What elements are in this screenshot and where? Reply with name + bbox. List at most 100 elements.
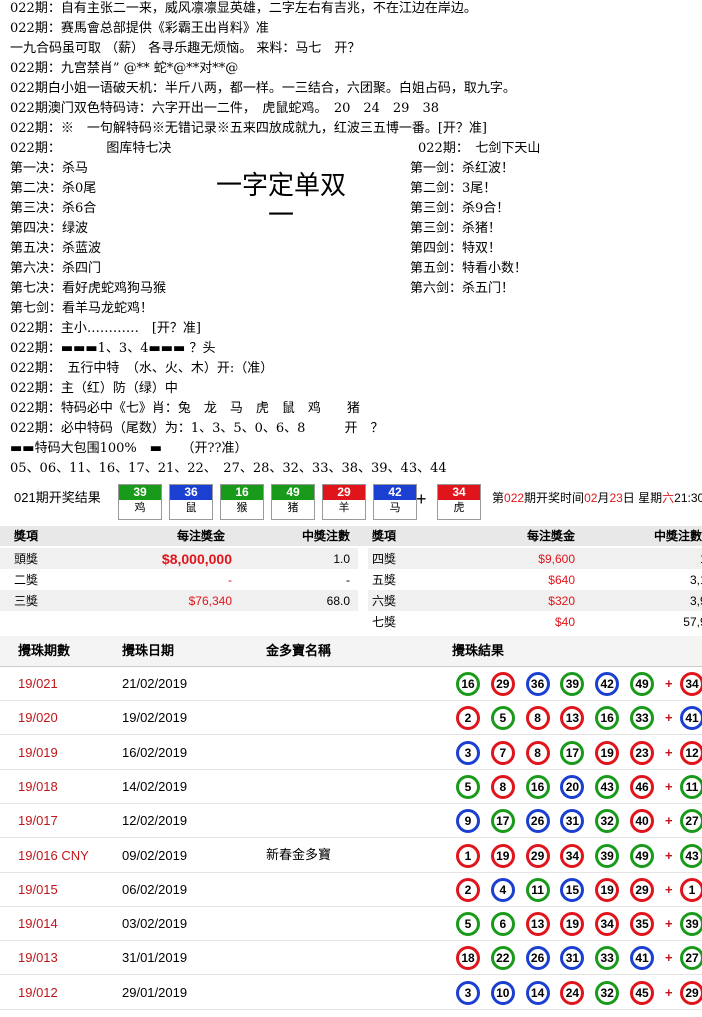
left-item: 第三决：杀6合 xyxy=(10,201,97,216)
draw-no: 19/014 xyxy=(18,916,58,932)
results-header: 攪珠日期 xyxy=(122,643,175,658)
draw-no: 19/017 xyxy=(18,813,58,829)
ball: 11 xyxy=(525,877,550,902)
header-line: 一九合码虽可取 （薪） 各寻乐趣无烦恼。 来料：马七 开？ xyxy=(10,41,361,56)
ball: 19 xyxy=(595,740,620,765)
draw-no: 19/020 xyxy=(18,710,58,726)
ball: 36 xyxy=(525,672,550,696)
draw-date: 31/01/2019 xyxy=(122,950,188,966)
left-item: 第二决：杀0尾 xyxy=(10,181,97,196)
plus: + xyxy=(665,676,673,691)
ball: 29 xyxy=(490,672,515,696)
ball-box: 49 猪 xyxy=(271,484,315,520)
ball: 34 xyxy=(595,912,620,937)
left-item: 第七剑：看羊马龙蛇鸡！ xyxy=(10,301,154,316)
row-line xyxy=(0,871,702,873)
right-item: 第一剑：杀红波！ xyxy=(410,161,515,176)
prize-name: 四獎 xyxy=(372,552,397,566)
ball-number: 29 xyxy=(323,485,365,500)
ball: 46 xyxy=(630,774,654,799)
ball: 31 xyxy=(560,809,585,834)
ball: 29 xyxy=(680,980,702,1005)
ball-number: 16 xyxy=(221,485,263,500)
next-draw: 第022期开奖时间02月23日 星期六21:30 xyxy=(492,489,702,507)
left-title: 022期： 图库特七决 xyxy=(10,141,172,156)
lower-line: ▬▬特码大包围100% ▬ （开??准） xyxy=(10,441,248,456)
prize-amount: $40 xyxy=(554,615,575,629)
ball: 13 xyxy=(525,912,550,937)
ball: 5 xyxy=(490,706,515,731)
ball: 32 xyxy=(595,809,620,834)
prize-name: 頭獎 xyxy=(14,552,39,566)
prize-header: 每注獎金 xyxy=(526,529,575,543)
draw-date: 12/02/2019 xyxy=(122,813,188,829)
winners: 57,968.3 xyxy=(683,615,702,629)
ball: 19 xyxy=(490,843,515,868)
ball: 18 xyxy=(456,946,480,971)
draw-date: 14/02/2019 xyxy=(122,778,188,794)
ball: 15 xyxy=(560,877,585,902)
row-line xyxy=(0,837,702,839)
lower-line: 022期： 五行中特 （水、火、木）开:（准） xyxy=(10,361,274,376)
ball-number: 49 xyxy=(272,485,314,500)
plus: + xyxy=(416,489,427,509)
row-line xyxy=(0,1008,702,1010)
winners: 133.0 xyxy=(700,550,702,568)
prize-amount: $640 xyxy=(548,573,575,587)
draw-label: 021期开奖结果 xyxy=(14,490,101,505)
right-title: 022期： 七剑下天山 xyxy=(418,141,541,156)
ball: 49 xyxy=(630,843,654,868)
row-line xyxy=(0,768,702,770)
ball: 26 xyxy=(525,809,550,834)
plus: + xyxy=(665,813,673,829)
ball-box: 16 猴 xyxy=(220,484,264,520)
ball-number: 36 xyxy=(170,485,212,500)
ball-box: 42 马 xyxy=(373,484,417,520)
header-line: 022期：自有主张二一来，威风凛凛显英雄，二字左右有吉兆，不在江边在岸边。 xyxy=(10,1,477,16)
ball: 32 xyxy=(595,980,620,1005)
left-item: 第一决：杀马 xyxy=(10,161,89,176)
row-bg xyxy=(0,548,702,569)
ball: 20 xyxy=(560,774,585,799)
center-title: 一字定单双 xyxy=(216,171,347,201)
ball: 9 xyxy=(456,809,480,834)
lower-line: 022期：▬▬▬1、3、4▬▬▬ ？头 xyxy=(10,341,216,356)
draw-no: 19/018 xyxy=(18,778,58,794)
ball: 5 xyxy=(456,912,480,937)
ball: 11 xyxy=(680,774,702,799)
draw-no: 19/013 xyxy=(18,950,58,966)
ball: 4 xyxy=(490,877,515,902)
draw-name: 新春金多寶 xyxy=(266,847,332,863)
ball: 43 xyxy=(595,774,620,799)
ball: 43 xyxy=(680,843,702,868)
row-line xyxy=(0,905,702,907)
lower-line: 022期：必中特码（尾数）为：1、3、5、0、6、8 开 ？ xyxy=(10,421,384,436)
plus: + xyxy=(665,950,673,966)
draw-date: 03/02/2019 xyxy=(122,916,188,932)
ball: 16 xyxy=(595,706,620,731)
plus: + xyxy=(665,916,673,932)
ball: 1 xyxy=(456,843,480,868)
right-item: 第四剑：特双！ xyxy=(410,241,502,256)
draw-no: 19/012 xyxy=(18,984,58,1000)
zodiac: 马 xyxy=(389,501,401,514)
prize-amount: $320 xyxy=(548,594,575,608)
ball: 6 xyxy=(490,912,515,937)
prize-name: 二獎 xyxy=(14,573,39,587)
ball: 19 xyxy=(560,912,585,937)
ball-number: 42 xyxy=(374,485,416,500)
winners: 68.0 xyxy=(326,594,350,608)
prize-name: 七獎 xyxy=(372,615,397,629)
right-item: 第六剑：杀五门！ xyxy=(410,281,515,296)
ball: 1 xyxy=(680,877,702,902)
header-line: 022期：赛馬會总部提供《彩霸王出肖料》准 xyxy=(10,21,269,36)
prize-name: 五獎 xyxy=(372,573,397,587)
ball: 34 xyxy=(560,843,585,868)
ball: 2 xyxy=(456,877,480,902)
row-line xyxy=(0,802,702,804)
next-draw-part: 六 xyxy=(662,491,675,505)
prize-amount: $76,340 xyxy=(188,594,232,608)
plus: + xyxy=(665,847,673,863)
draw-date: 16/02/2019 xyxy=(122,744,188,760)
